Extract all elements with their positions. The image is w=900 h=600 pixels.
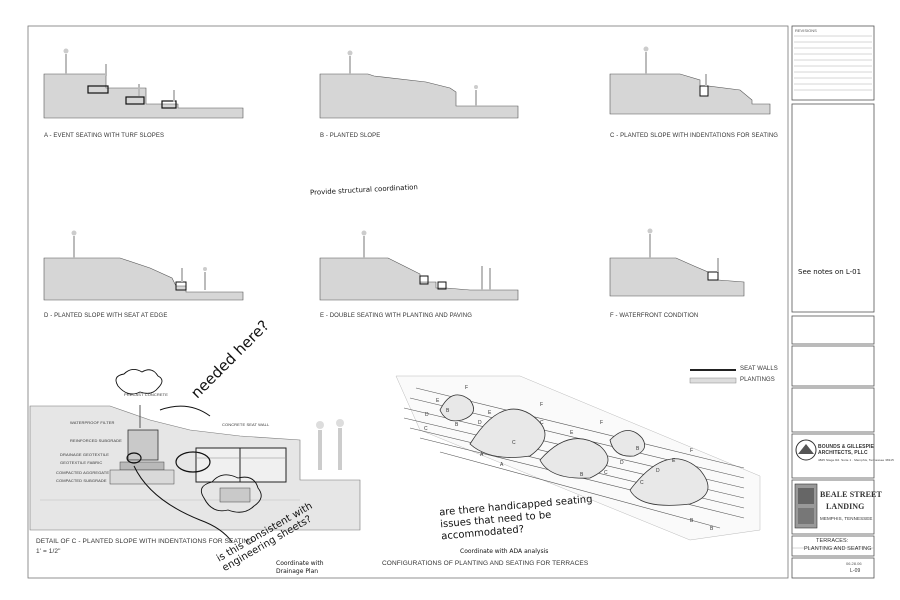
plan-letter: F — [600, 420, 604, 426]
sheet-border — [27, 25, 789, 579]
project-name-1: BEALE STREET — [820, 490, 882, 499]
plan-letter: C — [640, 480, 644, 486]
firm-name-1: BOUNDS & GILLESPIE — [818, 444, 874, 450]
plan-letter: D — [620, 460, 624, 466]
label-concrete-seat-wall: CONCRETE SEAT WALL — [222, 422, 270, 427]
firm-logo — [795, 439, 817, 461]
project-name-2: LANDING — [826, 502, 865, 511]
label-compacted-aggregate: COMPACTED AGGREGATE — [56, 470, 110, 475]
plan-title: CONFIGURATIONS OF PLANTING AND SEATING F… — [382, 560, 589, 567]
section-e-drawing — [319, 230, 519, 301]
section-e-label: E - DOUBLE SEATING WITH PLANTING AND PAV… — [320, 313, 472, 319]
section-d-label: D - PLANTED SLOPE WITH SEAT AT EDGE — [44, 313, 168, 319]
sheet-title-1: TERRACES: — [816, 538, 849, 544]
plan-letter: D — [478, 420, 482, 426]
section-d-drawing — [43, 230, 244, 301]
revision-lines — [794, 35, 872, 91]
plan-letter: B — [446, 408, 450, 414]
firm-address: 4825 Stage Rd. Suite 1 · Memphis, Tennes… — [818, 458, 894, 462]
plan-letter: C — [604, 470, 608, 476]
annotation-ada: Coordinate with ADA analysis — [460, 548, 549, 555]
title-block-frame — [791, 25, 875, 579]
project-city: MEMPHIS, TENNESSEE — [820, 516, 873, 521]
legend-plantings: PLANTINGS — [740, 377, 775, 383]
detail-title: DETAIL OF C - PLANTED SLOPE WITH INDENTA… — [36, 538, 254, 545]
plan-letter: E — [436, 398, 440, 404]
revisions-label: REVISIONS — [795, 28, 817, 33]
plan-letter: D — [656, 468, 660, 474]
plan-letter: B — [636, 446, 640, 452]
legend-seat-walls: SEAT WALLS — [740, 366, 778, 372]
detail-scale: 1' = 1/2" — [36, 548, 61, 555]
sheet-title-2: PLANTING AND SEATING — [804, 546, 872, 552]
plan-letter: F — [540, 402, 544, 408]
plan-letter: E — [488, 410, 492, 416]
project-logo — [794, 483, 818, 529]
plan-letter: B — [690, 518, 694, 524]
detail-c-drawing — [29, 369, 361, 543]
plan-letter: A — [480, 452, 484, 458]
section-f-drawing — [609, 228, 745, 297]
label-waterproof: WATERPROOF FILTER — [70, 420, 115, 425]
section-b-label: B - PLANTED SLOPE — [320, 133, 381, 139]
section-c-label: C - PLANTED SLOPE WITH INDENTATIONS FOR … — [610, 133, 779, 139]
section-f-label: F - WATERFRONT CONDITION — [610, 313, 699, 319]
label-precast: PRECAST CONCRETE — [124, 392, 168, 397]
plan-letter: C — [424, 426, 428, 432]
plan-letter: E — [672, 458, 676, 464]
label-reinforced-subgrade: REINFORCED SUBGRADE — [70, 438, 122, 443]
sheet-number: L-09 — [850, 568, 861, 574]
terrace-plan-drawing — [395, 369, 761, 541]
plan-letter: F — [465, 385, 469, 391]
plan-letter: A — [500, 462, 504, 468]
plan-letter: B — [710, 526, 714, 532]
firm-name-2: ARCHITECTS, PLLC — [818, 450, 868, 456]
sheet-date: 06.28.06 — [846, 561, 862, 566]
label-compacted-subgrade: COMPACTED SUBGRADE — [56, 478, 107, 483]
label-drainage-geotextile: DRAINAGE GEOTEXTILE — [60, 452, 110, 457]
plan-letter: F — [690, 448, 694, 454]
section-a-drawing — [43, 48, 244, 119]
label-geotextile-fabric: GEOTEXTILE FABRIC — [60, 460, 103, 465]
annotation-drainage: Coordinate with Drainage Plan — [276, 560, 324, 575]
section-a-label: A - EVENT SEATING WITH TURF SLOPES — [44, 133, 165, 139]
section-c-drawing — [609, 46, 771, 115]
plan-letter: C — [540, 420, 544, 426]
plan-letter: B — [455, 422, 459, 428]
section-b-drawing — [319, 50, 519, 119]
annotation-see-notes: See notes on L-01 — [798, 268, 862, 276]
plan-letter: E — [570, 430, 574, 436]
plan-letter: D — [425, 412, 429, 418]
plan-letter: B — [580, 472, 584, 478]
plan-letter: C — [512, 440, 516, 446]
